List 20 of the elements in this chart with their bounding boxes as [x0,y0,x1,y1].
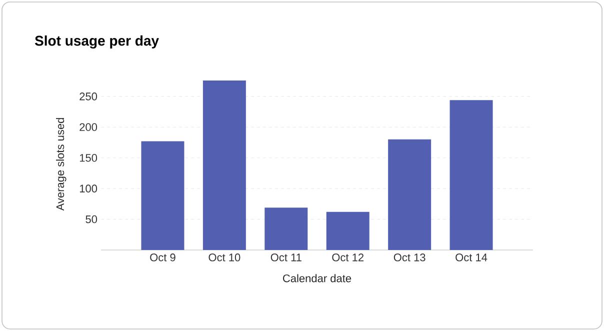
y-tick-label: 100 [80,184,98,192]
chart-title: Slot usage per day [34,35,159,49]
y-tick-label: 150 [80,154,98,162]
y-tick-label: 50 [86,215,98,224]
bar [326,212,370,250]
x-tick-label: Oct 14 [456,254,488,262]
x-tick-label: Oct 9 [150,254,176,262]
bar [264,208,308,250]
y-tick-label: 250 [80,92,98,100]
y-tick-label: 200 [80,123,98,132]
x-tick-label: Oct 12 [332,254,364,262]
bar [388,139,432,250]
y-axis-title: Average slots used [56,118,66,211]
x-tick-label: Oct 11 [270,254,302,262]
x-tick-label: Oct 10 [208,254,240,262]
x-tick-label: Oct 13 [394,254,426,262]
x-axis-title: Calendar date [283,274,352,282]
bar [141,141,184,250]
bar [450,100,493,250]
bar [202,80,246,250]
